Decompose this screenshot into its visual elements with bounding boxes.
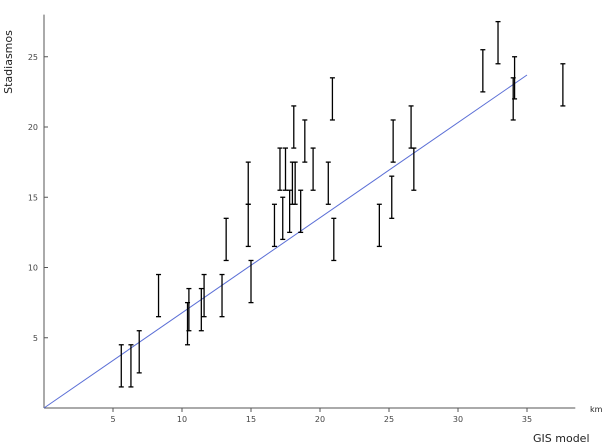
error-bar — [198, 287, 204, 332]
error-bar — [495, 20, 501, 65]
y-tick-label: 25 — [28, 53, 38, 62]
error-bar — [156, 273, 162, 318]
y-tick-label: 10 — [28, 264, 38, 273]
error-bar — [245, 161, 251, 205]
error-bar — [128, 344, 134, 388]
error-bar — [331, 217, 337, 262]
error-bar — [201, 273, 207, 318]
fit-line — [43, 74, 528, 409]
y-tick-label: 20 — [28, 123, 38, 132]
error-bar — [376, 203, 382, 248]
axes — [43, 14, 576, 409]
error-bar — [223, 217, 229, 262]
error-bar — [245, 203, 251, 248]
x-tick-label: 10 — [177, 415, 187, 424]
x-tick-label: 30 — [453, 415, 463, 424]
error-bar — [271, 203, 277, 248]
error-bar — [512, 56, 518, 100]
error-bar — [480, 49, 486, 93]
error-bar — [302, 119, 308, 163]
x-ticks: 5 10 15 20 25 30 35 — [110, 408, 532, 424]
error-bar — [408, 105, 414, 149]
error-bar — [186, 287, 192, 332]
error-bar — [136, 330, 142, 374]
x-axis-unit: km — [590, 405, 603, 414]
x-tick-label: 5 — [110, 415, 115, 424]
x-tick-label: 15 — [246, 415, 256, 424]
error-bar — [390, 119, 396, 163]
error-bar — [560, 63, 566, 107]
error-bar — [248, 259, 254, 304]
error-bar — [329, 77, 335, 121]
y-tick-label: 15 — [28, 193, 38, 202]
y-axis-label: Stadiasmos — [2, 30, 15, 94]
error-bar — [287, 189, 293, 234]
error-bar — [289, 161, 295, 205]
x-tick-label: 25 — [384, 415, 394, 424]
error-bar — [283, 147, 288, 191]
error-bar — [280, 196, 286, 241]
error-bar — [118, 344, 124, 388]
x-tick-label: 35 — [522, 415, 532, 424]
error-bar — [411, 147, 417, 191]
y-ticks: 5 10 15 20 25 — [28, 53, 48, 343]
error-bar — [298, 189, 304, 234]
error-bar — [277, 147, 283, 191]
error-bar — [310, 147, 316, 191]
x-axis-label: GIS model — [533, 432, 590, 445]
x-tick-label: 20 — [315, 415, 325, 424]
error-bar — [325, 161, 331, 205]
error-bar — [291, 105, 297, 149]
error-bar — [389, 175, 395, 219]
y-tick-label: 5 — [33, 334, 38, 343]
error-bar — [219, 273, 225, 318]
error-bars — [118, 20, 566, 388]
error-bar — [292, 161, 298, 205]
